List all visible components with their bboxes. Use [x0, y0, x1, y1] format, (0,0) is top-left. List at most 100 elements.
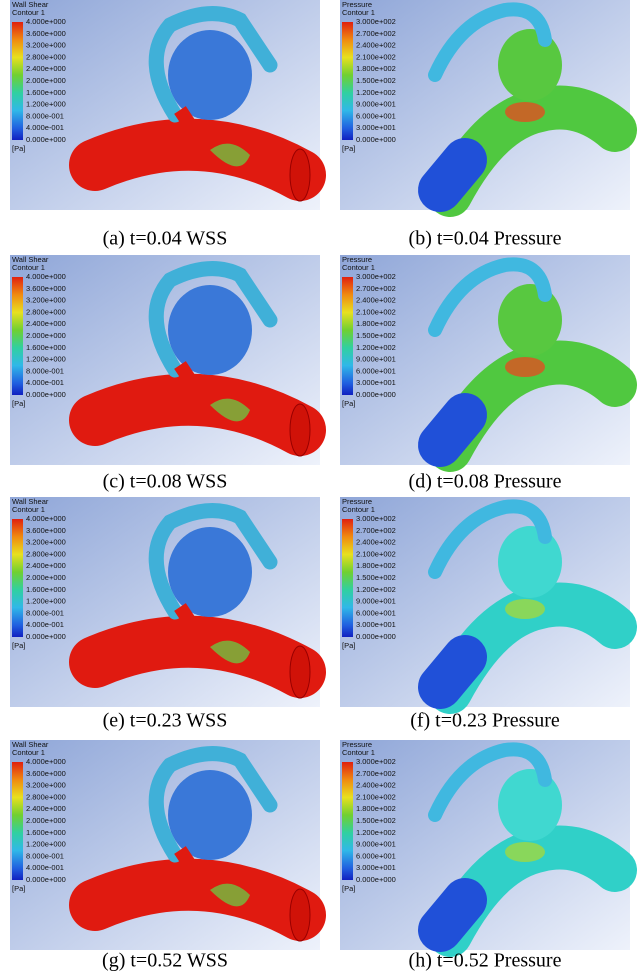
colorbar-label: 2.400e+000 — [26, 561, 66, 570]
legend-title: Wall Shear — [12, 255, 49, 264]
colorbar-label: 0.000e+000 — [26, 135, 66, 144]
colorbar-label: 3.000e+001 — [356, 863, 396, 872]
vessel-branch — [428, 499, 552, 579]
vessel-branch — [148, 503, 278, 620]
colorbar-label: 1.200e+000 — [26, 100, 66, 109]
colorbar-label: 2.400e+000 — [26, 64, 66, 73]
colorbar-label: 0.000e+000 — [356, 135, 396, 144]
legend-subtitle: Contour 1 — [12, 748, 45, 757]
legend-title: Wall Shear — [12, 740, 49, 749]
colorbar-label: 3.600e+000 — [26, 284, 66, 293]
colorbar-label: 2.400e+000 — [26, 319, 66, 328]
colorbar-label: 3.600e+000 — [26, 769, 66, 778]
legend-subtitle: Contour 1 — [342, 8, 375, 17]
vessel-patch — [210, 883, 250, 907]
colorbar-label: 0.000e+000 — [356, 390, 396, 399]
vessel-outlet — [289, 148, 311, 202]
aneurysm — [168, 285, 252, 375]
caption: (b) t=0.04 Pressure — [409, 228, 562, 250]
colorbar-label: 1.800e+002 — [356, 319, 396, 328]
colorbar-label: 2.000e+000 — [26, 76, 66, 85]
vessel-branch — [428, 2, 552, 82]
caption: (e) t=0.23 WSS — [103, 710, 228, 732]
colorbar-label: 9.000e+001 — [356, 597, 396, 606]
aneurysm — [168, 527, 252, 617]
colorbar-label: 2.000e+000 — [26, 816, 66, 825]
legend-title: Pressure — [342, 255, 372, 264]
colorbar-label: 2.400e+002 — [356, 296, 396, 305]
colorbar-label: 1.200e+002 — [356, 343, 396, 352]
colorbar-label: 2.400e+002 — [356, 41, 396, 50]
colorbar-label: 2.400e+002 — [356, 781, 396, 790]
vessel-branch — [428, 257, 552, 337]
colorbar-label: 0.000e+000 — [26, 875, 66, 884]
aneurysm — [168, 770, 252, 860]
legend-title: Wall Shear — [12, 497, 49, 506]
pressure-spot — [505, 102, 545, 122]
legend-title: Wall Shear — [12, 0, 49, 9]
colorbar-label: 2.800e+000 — [26, 307, 66, 316]
colorbar — [342, 519, 353, 637]
vessel-inlet — [418, 878, 487, 952]
caption: (c) t=0.08 WSS — [103, 471, 228, 493]
vessel-neck — [174, 846, 196, 869]
colorbar-label: 9.000e+001 — [356, 100, 396, 109]
legend-title: Pressure — [342, 740, 372, 749]
colorbar-label: 4.000e+000 — [26, 514, 66, 523]
vessel-outlet — [289, 645, 311, 699]
caption: (f) t=0.23 Pressure — [410, 710, 560, 732]
colorbar-label: 3.000e+001 — [356, 378, 396, 387]
colorbar-label: 6.000e+001 — [356, 851, 396, 860]
colorbar-label: 3.200e+000 — [26, 781, 66, 790]
colorbar-label: 6.000e+001 — [356, 366, 396, 375]
colorbar-label: 2.000e+000 — [26, 573, 66, 582]
vessel-parent — [69, 615, 326, 698]
colorbar-label: 2.100e+002 — [356, 307, 396, 316]
vessel-branch — [148, 746, 278, 863]
colorbar-label: 2.700e+002 — [356, 769, 396, 778]
colorbar-label: 0.000e+000 — [26, 390, 66, 399]
legend-subtitle: Contour 1 — [12, 505, 45, 514]
colorbar-label: 2.800e+000 — [26, 52, 66, 61]
aneurysm — [168, 30, 252, 120]
colorbar-label: 1.200e+000 — [26, 355, 66, 364]
colorbar-label: 9.000e+001 — [356, 840, 396, 849]
legend-unit: [Pa] — [342, 884, 355, 893]
colorbar-label: 3.000e+002 — [356, 272, 396, 281]
vessel-branch — [428, 742, 552, 822]
colorbar-label: 1.800e+002 — [356, 561, 396, 570]
vessel-parent — [69, 373, 326, 456]
colorbar-label: 2.700e+002 — [356, 29, 396, 38]
colorbar-label: 3.600e+000 — [26, 526, 66, 535]
colorbar-label: 1.500e+002 — [356, 816, 396, 825]
aneurysm — [498, 769, 562, 841]
colorbar-label: 3.000e+001 — [356, 123, 396, 132]
colorbar-label: 3.200e+000 — [26, 296, 66, 305]
legend-subtitle: Contour 1 — [342, 505, 375, 514]
legend-title: Pressure — [342, 497, 372, 506]
colorbar-label: 2.100e+002 — [356, 52, 396, 61]
colorbar-label: 0.000e+000 — [356, 875, 396, 884]
colorbar-label: 8.000e-001 — [26, 608, 64, 617]
legend-subtitle: Contour 1 — [342, 263, 375, 272]
legend-unit: [Pa] — [342, 144, 355, 153]
colorbar-label: 2.800e+000 — [26, 792, 66, 801]
caption: (h) t=0.52 Pressure — [409, 950, 562, 972]
colorbar-label: 1.200e+000 — [26, 597, 66, 606]
caption: (d) t=0.08 Pressure — [409, 471, 562, 493]
pressure-spot — [505, 842, 545, 862]
colorbar-label: 1.500e+002 — [356, 76, 396, 85]
colorbar-label: 3.600e+000 — [26, 29, 66, 38]
colorbar-label: 1.600e+000 — [26, 828, 66, 837]
colorbar-label: 2.700e+002 — [356, 526, 396, 535]
colorbar-label: 4.000e+000 — [26, 17, 66, 26]
vessel-inlet — [418, 635, 487, 709]
colorbar-label: 2.000e+000 — [26, 331, 66, 340]
caption: (g) t=0.52 WSS — [102, 950, 228, 972]
vessel-patch — [210, 143, 250, 167]
